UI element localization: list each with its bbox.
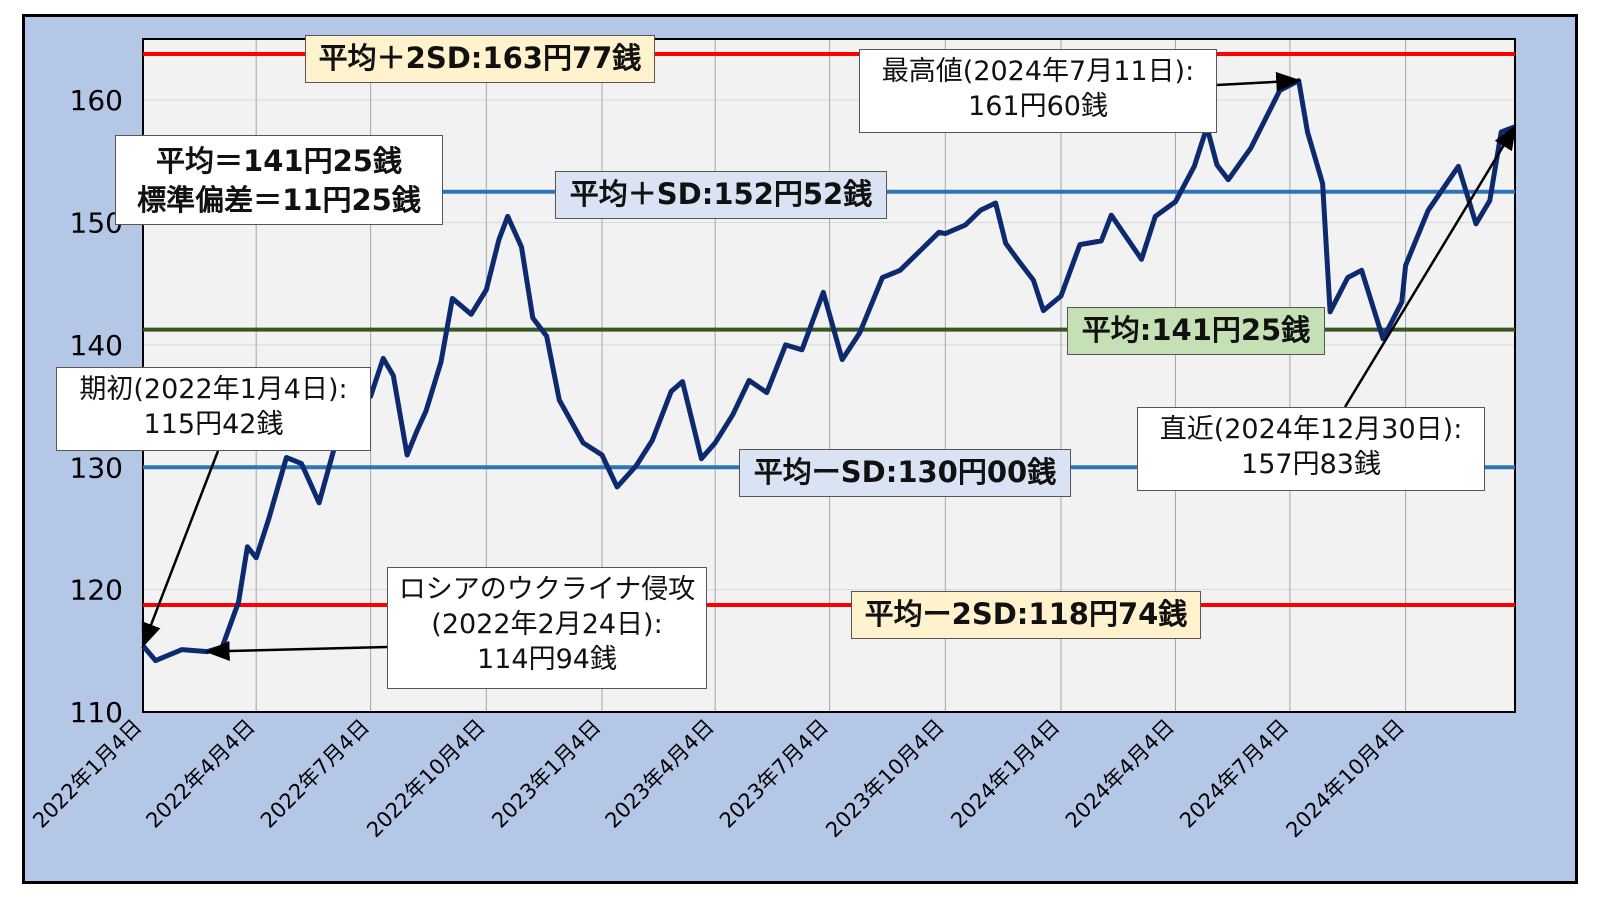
y-tick-label: 140 (70, 329, 123, 362)
ref-label-mean: 平均:141円25銭 (1067, 307, 1325, 355)
x-tick-label: 2024年1月4日 (946, 715, 1064, 833)
x-tick-label: 2023年1月4日 (487, 715, 605, 833)
y-tick-label: 110 (70, 696, 123, 729)
annotation-arrow-3 (1343, 124, 1517, 408)
x-tick-label: 2024年10月4日 (1281, 715, 1409, 843)
annotation-start: 期初(2022年1月4日): 115円42銭 (56, 367, 371, 451)
y-tick-label: 150 (70, 207, 123, 240)
x-tick-label: 2022年10月4日 (362, 715, 490, 843)
x-tick-label: 2024年4月4日 (1061, 715, 1179, 833)
x-tick-label: 2022年4月4日 (142, 715, 260, 833)
stats-stddev: 標準偏差＝11円25銭 (137, 183, 421, 218)
annotation-invasion: ロシアのウクライナ侵攻 (2022年2月24日): 114円94銭 (387, 567, 707, 689)
ref-label-minus-2sd: 平均ー2SD:118円74銭 (851, 591, 1201, 639)
ref-label-minus-sd: 平均ーSD:130円00銭 (739, 449, 1071, 497)
annotation-arrow-0 (141, 450, 220, 649)
y-tick-label: 130 (70, 451, 123, 484)
y-tick-label: 160 (70, 84, 123, 117)
annotation-high: 最高値(2024年7月11日): 161円60銭 (859, 49, 1217, 133)
chart-frame: 110 120 130 140 150 160 2022年1月4日 2022年4月4日 2022… (22, 14, 1578, 884)
x-tick-label: 2022年7月4日 (256, 715, 374, 833)
annotation-arrow-1 (204, 640, 388, 661)
x-tick-label: 2023年10月4日 (821, 715, 949, 843)
y-tick-label: 120 (70, 574, 123, 607)
annotation-latest: 直近(2024年12月30日): 157円83銭 (1137, 407, 1485, 491)
x-tick-label: 2024年7月4日 (1175, 715, 1293, 833)
exchange-rate-chart: 1101201301401501602022年1月4日2022年4月4日2022… (28, 38, 1517, 843)
x-tick-label: 2022年1月4日 (28, 715, 146, 833)
ref-label-plus-2sd: 平均＋2SD:163円77銭 (305, 35, 655, 83)
stats-mean: 平均＝141円25銭 (156, 144, 402, 178)
x-tick-label: 2023年4月4日 (601, 715, 719, 833)
x-tick-label: 2023年7月4日 (715, 715, 833, 833)
stats-box: 平均＝141円25銭 標準偏差＝11円25銭 (115, 135, 443, 225)
ref-label-plus-sd: 平均＋SD:152円52銭 (555, 171, 887, 219)
annotation-arrow-2 (1216, 71, 1302, 92)
